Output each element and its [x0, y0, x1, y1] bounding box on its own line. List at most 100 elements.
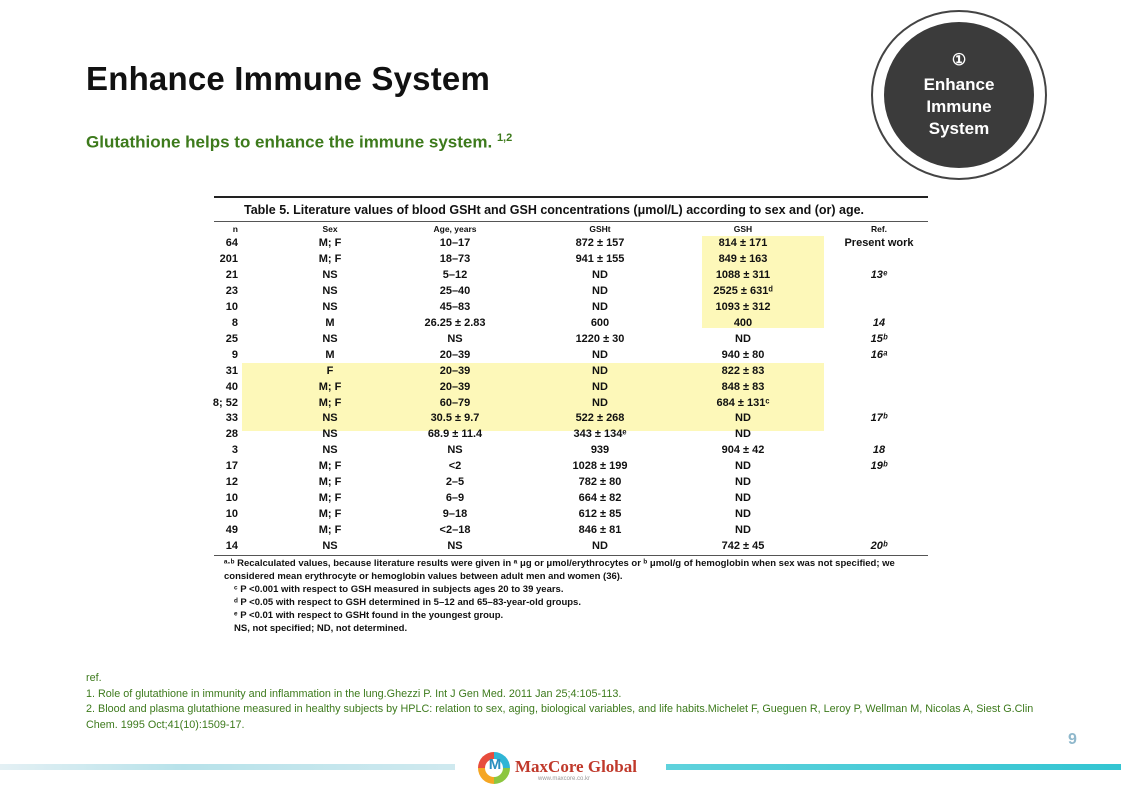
- table-row: 21 NS 5–12 ND 1088 ± 311 13ᵉ: [210, 268, 930, 284]
- cell-age: <2: [448, 460, 462, 473]
- cell-gsh: ND: [735, 492, 751, 505]
- cell-age: 26.25 ± 2.83: [424, 316, 486, 329]
- cell-gsht: ND: [592, 364, 608, 377]
- cell-gsh: ND: [735, 524, 751, 537]
- cell-gsh: ND: [735, 460, 751, 473]
- table-header-rule: [214, 221, 928, 222]
- logo-mark-icon: [478, 752, 510, 784]
- cell-gsht: ND: [592, 540, 608, 553]
- cell-gsht: 872 ± 157: [575, 237, 625, 249]
- cell-age: NS: [447, 540, 463, 553]
- cell-n: 3: [231, 444, 238, 457]
- cell-n: 14: [225, 540, 238, 553]
- badge-number: ①: [951, 52, 967, 69]
- cell-n: 10: [225, 492, 238, 505]
- cell-gsh: 940 ± 80: [721, 348, 765, 361]
- cell-age: 20–39: [439, 364, 471, 377]
- highlight-gsh-block: [702, 236, 824, 328]
- cell-gsh: 849 ± 163: [718, 252, 768, 265]
- cell-age: 5–12: [442, 268, 468, 281]
- table-row: 3 NS NS 939 904 ± 42 18: [210, 443, 930, 459]
- cell-gsh: 814 ± 171: [718, 237, 768, 249]
- cell-gsht: ND: [592, 380, 608, 393]
- cell-gsht: 522 ± 268: [575, 412, 625, 425]
- cell-age: 45–83: [439, 300, 471, 313]
- cell-ref: 13ᵉ: [870, 268, 888, 281]
- table-row: 10 M; F 6–9 664 ± 82 ND: [210, 491, 930, 507]
- cell-age: 2–5: [445, 476, 465, 489]
- cell-ref: 17ᵇ: [870, 412, 888, 425]
- cell-n: 25: [225, 332, 238, 345]
- header-n: n: [232, 224, 238, 234]
- table-row: 25 NS NS 1220 ± 30 ND 15ᵇ: [210, 332, 930, 348]
- slide-title: Enhance Immune System: [86, 60, 491, 97]
- cell-gsh: ND: [735, 332, 751, 345]
- highlight-age-block: [242, 363, 824, 431]
- cell-ref: 20ᵇ: [870, 540, 888, 553]
- cell-ref: Present work: [844, 237, 914, 249]
- footnote: ᵃ·ᵇ Recalculated values, because literat…: [224, 558, 895, 582]
- table-row: 14 NS NS ND 742 ± 45 20ᵇ: [210, 539, 930, 555]
- cell-age: NS: [447, 332, 463, 345]
- cell-gsht: 343 ± 134ᵉ: [573, 428, 627, 441]
- cell-n: 201: [219, 252, 238, 265]
- reference-item: 2. Blood and plasma glutathione measured…: [86, 703, 1034, 731]
- cell-n: 33: [225, 412, 238, 425]
- cell-n: 28: [225, 428, 238, 441]
- cell-gsh: 684 ± 131ᶜ: [716, 396, 770, 409]
- cell-gsh: ND: [735, 412, 751, 425]
- cell-gsht: ND: [592, 348, 608, 361]
- cell-gsh: ND: [735, 428, 751, 441]
- cell-gsh: 1088 ± 311: [715, 268, 771, 281]
- cell-n: 9: [231, 348, 238, 361]
- cell-sex: NS: [322, 412, 338, 425]
- logo-url: www.maxcore.co.kr: [538, 776, 591, 782]
- page-number: 9: [1068, 731, 1077, 748]
- table-row: 28 NS 68.9 ± 11.4 343 ± 134ᵉ ND: [210, 427, 930, 443]
- cell-sex: M; F: [318, 380, 342, 393]
- table-header-row: n Sex Age, years GSHt GSH Ref.: [210, 223, 930, 239]
- footnote: ᶜ P <0.001 with respect to GSH measured …: [234, 584, 564, 595]
- cell-sex: M; F: [318, 476, 342, 489]
- table-row: 8; 52 M; F 60–79 ND 684 ± 131ᶜ: [210, 396, 930, 412]
- cell-gsh: 2525 ± 631ᵈ: [713, 284, 773, 297]
- cell-age: 25–40: [439, 284, 471, 297]
- cell-ref: 14: [872, 316, 886, 329]
- cell-gsht: 1028 ± 199: [572, 460, 628, 473]
- table-row: 17 M; F <2 1028 ± 199 ND 19ᵇ: [210, 459, 930, 475]
- cell-n: 8; 52: [212, 396, 238, 409]
- cell-gsht: 941 ± 155: [575, 252, 625, 265]
- table-row: 12 M; F 2–5 782 ± 80 ND: [210, 475, 930, 491]
- header-sex: Sex: [322, 224, 338, 234]
- table-top-rule: [214, 196, 928, 198]
- cell-n: 10: [225, 300, 238, 313]
- cell-sex: NS: [322, 268, 338, 281]
- logo-letter: M: [488, 756, 502, 773]
- table-row: 40 M; F 20–39 ND 848 ± 83: [210, 380, 930, 396]
- cell-sex: M; F: [318, 524, 342, 537]
- cell-age: 10–17: [439, 237, 471, 249]
- cell-ref: 18: [872, 444, 886, 457]
- table-bottom-rule: [214, 555, 928, 556]
- cell-n: 64: [225, 237, 238, 249]
- cell-ref: 19ᵇ: [870, 460, 888, 473]
- table-row: 33 NS 30.5 ± 9.7 522 ± 268 ND 17ᵇ: [210, 411, 930, 427]
- badge-label: Enhance Immune System: [923, 75, 995, 138]
- cell-sex: NS: [322, 284, 338, 297]
- cell-n: 12: [225, 476, 238, 489]
- table-row: 31 F 20–39 ND 822 ± 83: [210, 364, 930, 380]
- cell-gsh: 742 ± 45: [721, 540, 765, 553]
- cell-gsht: 664 ± 82: [578, 492, 622, 505]
- cell-gsh: ND: [735, 476, 751, 489]
- cell-sex: M; F: [318, 252, 342, 265]
- table-figure: Table 5. Literature values of blood GSHt…: [210, 190, 930, 636]
- cell-gsht: 939: [590, 444, 610, 457]
- section-badge-ring: [871, 10, 1047, 180]
- table-row: 23 NS 25–40 ND 2525 ± 631ᵈ: [210, 284, 930, 300]
- cell-sex: M; F: [318, 492, 342, 505]
- cell-sex: M; F: [318, 396, 342, 409]
- references: ref. 1. Role of glutathione in immunity …: [86, 671, 1046, 733]
- table-row: 8 M 26.25 ± 2.83 600 400 14: [210, 316, 930, 332]
- cell-age: 9–18: [442, 508, 468, 521]
- header-gsh: GSH: [733, 224, 753, 234]
